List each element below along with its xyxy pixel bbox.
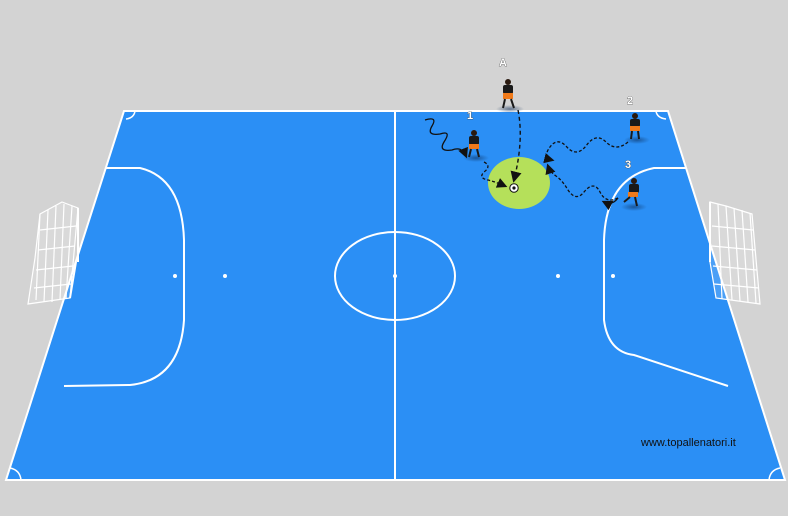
center-circle bbox=[334, 231, 456, 321]
player-a bbox=[496, 79, 524, 113]
corner-arc-top-left bbox=[125, 110, 136, 120]
label-player-1: 1 bbox=[467, 110, 473, 122]
label-player-a: A bbox=[499, 57, 507, 69]
right-goal bbox=[709, 201, 761, 305]
run-path-2 bbox=[543, 137, 629, 164]
label-player-2: 2 bbox=[627, 95, 633, 107]
player-3 bbox=[621, 178, 647, 211]
run-path-3b bbox=[601, 197, 619, 211]
right-second-spot bbox=[556, 274, 560, 278]
player-2 bbox=[624, 113, 650, 144]
left-goal bbox=[27, 201, 79, 305]
corner-arc-top-right bbox=[655, 110, 667, 120]
left-second-spot bbox=[223, 274, 227, 278]
label-player-3: 3 bbox=[625, 159, 631, 171]
corner-arc-bottom-left bbox=[9, 467, 22, 481]
center-spot bbox=[393, 274, 397, 278]
left-penalty-spot bbox=[173, 274, 177, 278]
ball-icon bbox=[509, 183, 519, 193]
run-path-3 bbox=[545, 163, 619, 201]
watermark-text: www.topallenatori.it bbox=[640, 437, 736, 449]
right-penalty-spot bbox=[611, 274, 615, 278]
run-path-1 bbox=[481, 161, 508, 188]
player-1 bbox=[463, 130, 489, 162]
pass-path-a bbox=[510, 109, 522, 183]
dribble-path-1 bbox=[424, 118, 468, 159]
right-penalty-area bbox=[603, 167, 729, 387]
left-penalty-area bbox=[63, 167, 185, 387]
target-zone bbox=[488, 157, 550, 209]
corner-arc-bottom-right bbox=[768, 467, 781, 481]
